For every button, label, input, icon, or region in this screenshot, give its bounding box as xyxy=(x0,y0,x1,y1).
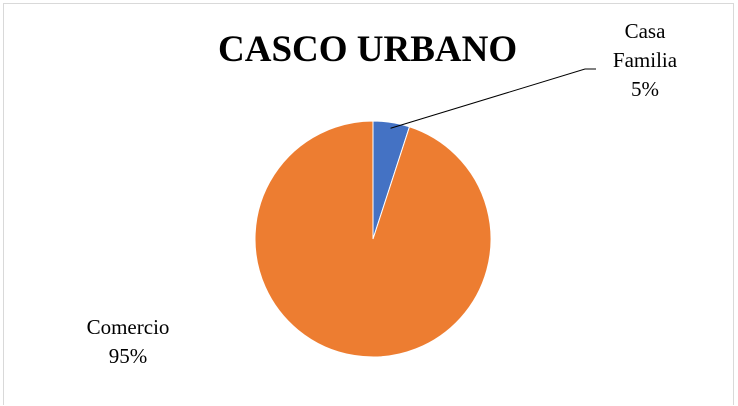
data-label-casa-familia-line2: Familia xyxy=(612,48,678,72)
data-label-casa-familia: Casa Familia 5% xyxy=(590,17,700,104)
leader-line xyxy=(390,68,596,129)
chart-title: CASCO URBANO xyxy=(218,29,518,70)
pie-slice-1 xyxy=(254,120,492,358)
data-label-comercio-line1: Comercio xyxy=(86,315,170,339)
data-label-casa-familia-line1: Casa xyxy=(624,19,666,43)
data-label-casa-familia-percent: 5% xyxy=(631,77,659,101)
data-label-comercio: Comercio 95% xyxy=(58,313,198,371)
data-label-comercio-percent: 95% xyxy=(108,344,148,368)
